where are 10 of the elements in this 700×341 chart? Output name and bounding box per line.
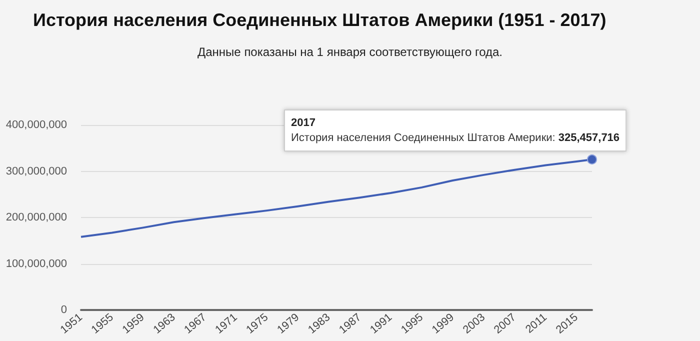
- y-tick-label: 0: [60, 304, 67, 316]
- annotation: 2017: [291, 116, 316, 129]
- series-label: История населения Соединенных Штатов Америки:: [291, 132, 558, 144]
- chart-title: История населения Соединенных Штатов Америки (1951 - 2017): [33, 10, 606, 30]
- y-tick-label: 100,000,000: [6, 258, 67, 270]
- data-label: 325,457,716: [558, 132, 620, 144]
- y-tick-label: 300,000,000: [6, 165, 67, 178]
- y-tick-label: 200,000,000: [6, 212, 67, 224]
- chart-subtitle: Данные показаны на 1 января соответствующего года.: [198, 45, 502, 59]
- y-tick-label: 400,000,000: [6, 119, 67, 131]
